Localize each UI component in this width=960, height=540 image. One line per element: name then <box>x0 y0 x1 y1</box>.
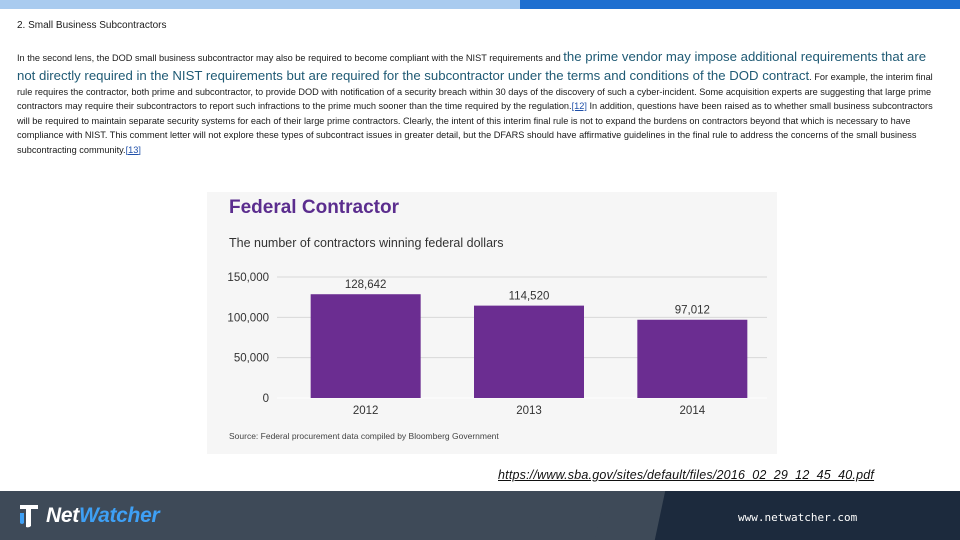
y-tick-label: 150,000 <box>227 272 269 284</box>
bar-value-label: 114,520 <box>509 291 550 303</box>
x-tick-label: 2013 <box>516 405 542 417</box>
bar-chart: Federal Contractor The number of contract… <box>227 197 767 441</box>
y-tick-label: 50,000 <box>234 353 269 365</box>
brand-name-part-1: Net <box>46 504 79 527</box>
x-tick-label: 2012 <box>353 405 379 417</box>
bar-value-label: 97,012 <box>675 305 710 317</box>
bar-2014 <box>637 319 748 398</box>
source-link[interactable]: https://www.sba.gov/sites/default/files/… <box>498 468 875 482</box>
brand-name: NetWatcher <box>46 504 160 528</box>
bar-2013 <box>474 305 584 398</box>
footer-divider <box>594 491 666 540</box>
paragraph-part-2: . For example, the interim final rule re… <box>17 72 933 112</box>
section-title: 2. Small Business Subcontractors <box>17 20 167 31</box>
y-tick-label: 100,000 <box>227 312 269 324</box>
bar-value-label: 128,642 <box>345 279 387 291</box>
footer-bar: NetWatcher www.netwatcher.com <box>0 491 960 540</box>
chart-subtitle: The number of contractors winning federa… <box>229 236 503 250</box>
footnote-link-12[interactable]: [12] <box>571 101 587 112</box>
footer-website[interactable]: www.netwatcher.com <box>738 511 858 524</box>
y-tick-label: 0 <box>263 393 269 405</box>
footnote-link-13[interactable]: [13] <box>125 144 141 155</box>
chart-title: Federal Contractor <box>229 197 400 218</box>
chart-panel: Federal Contractor The number of contract… <box>207 192 777 454</box>
netwatcher-logo-icon <box>20 505 38 528</box>
footer-left-panel <box>0 491 620 540</box>
netwatcher-logo[interactable]: NetWatcher <box>17 502 160 530</box>
body-paragraph: In the second lens, the DOD small busine… <box>17 47 947 157</box>
brand-name-part-2: Watcher <box>78 504 160 527</box>
paragraph-part-1: In the second lens, the DOD small busine… <box>17 53 564 63</box>
paragraph-part-3: In addition, questions have been raised … <box>17 101 933 155</box>
x-tick-label: 2014 <box>680 405 706 417</box>
paragraph-emphasis: the prime vendor may impose additional r… <box>17 49 927 83</box>
bar-2012 <box>310 294 421 398</box>
chart-source: Source: Federal procurement data compile… <box>229 431 499 441</box>
top-accent-bar <box>0 0 960 9</box>
